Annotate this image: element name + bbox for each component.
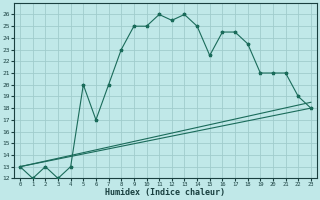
X-axis label: Humidex (Indice chaleur): Humidex (Indice chaleur) (106, 188, 226, 197)
